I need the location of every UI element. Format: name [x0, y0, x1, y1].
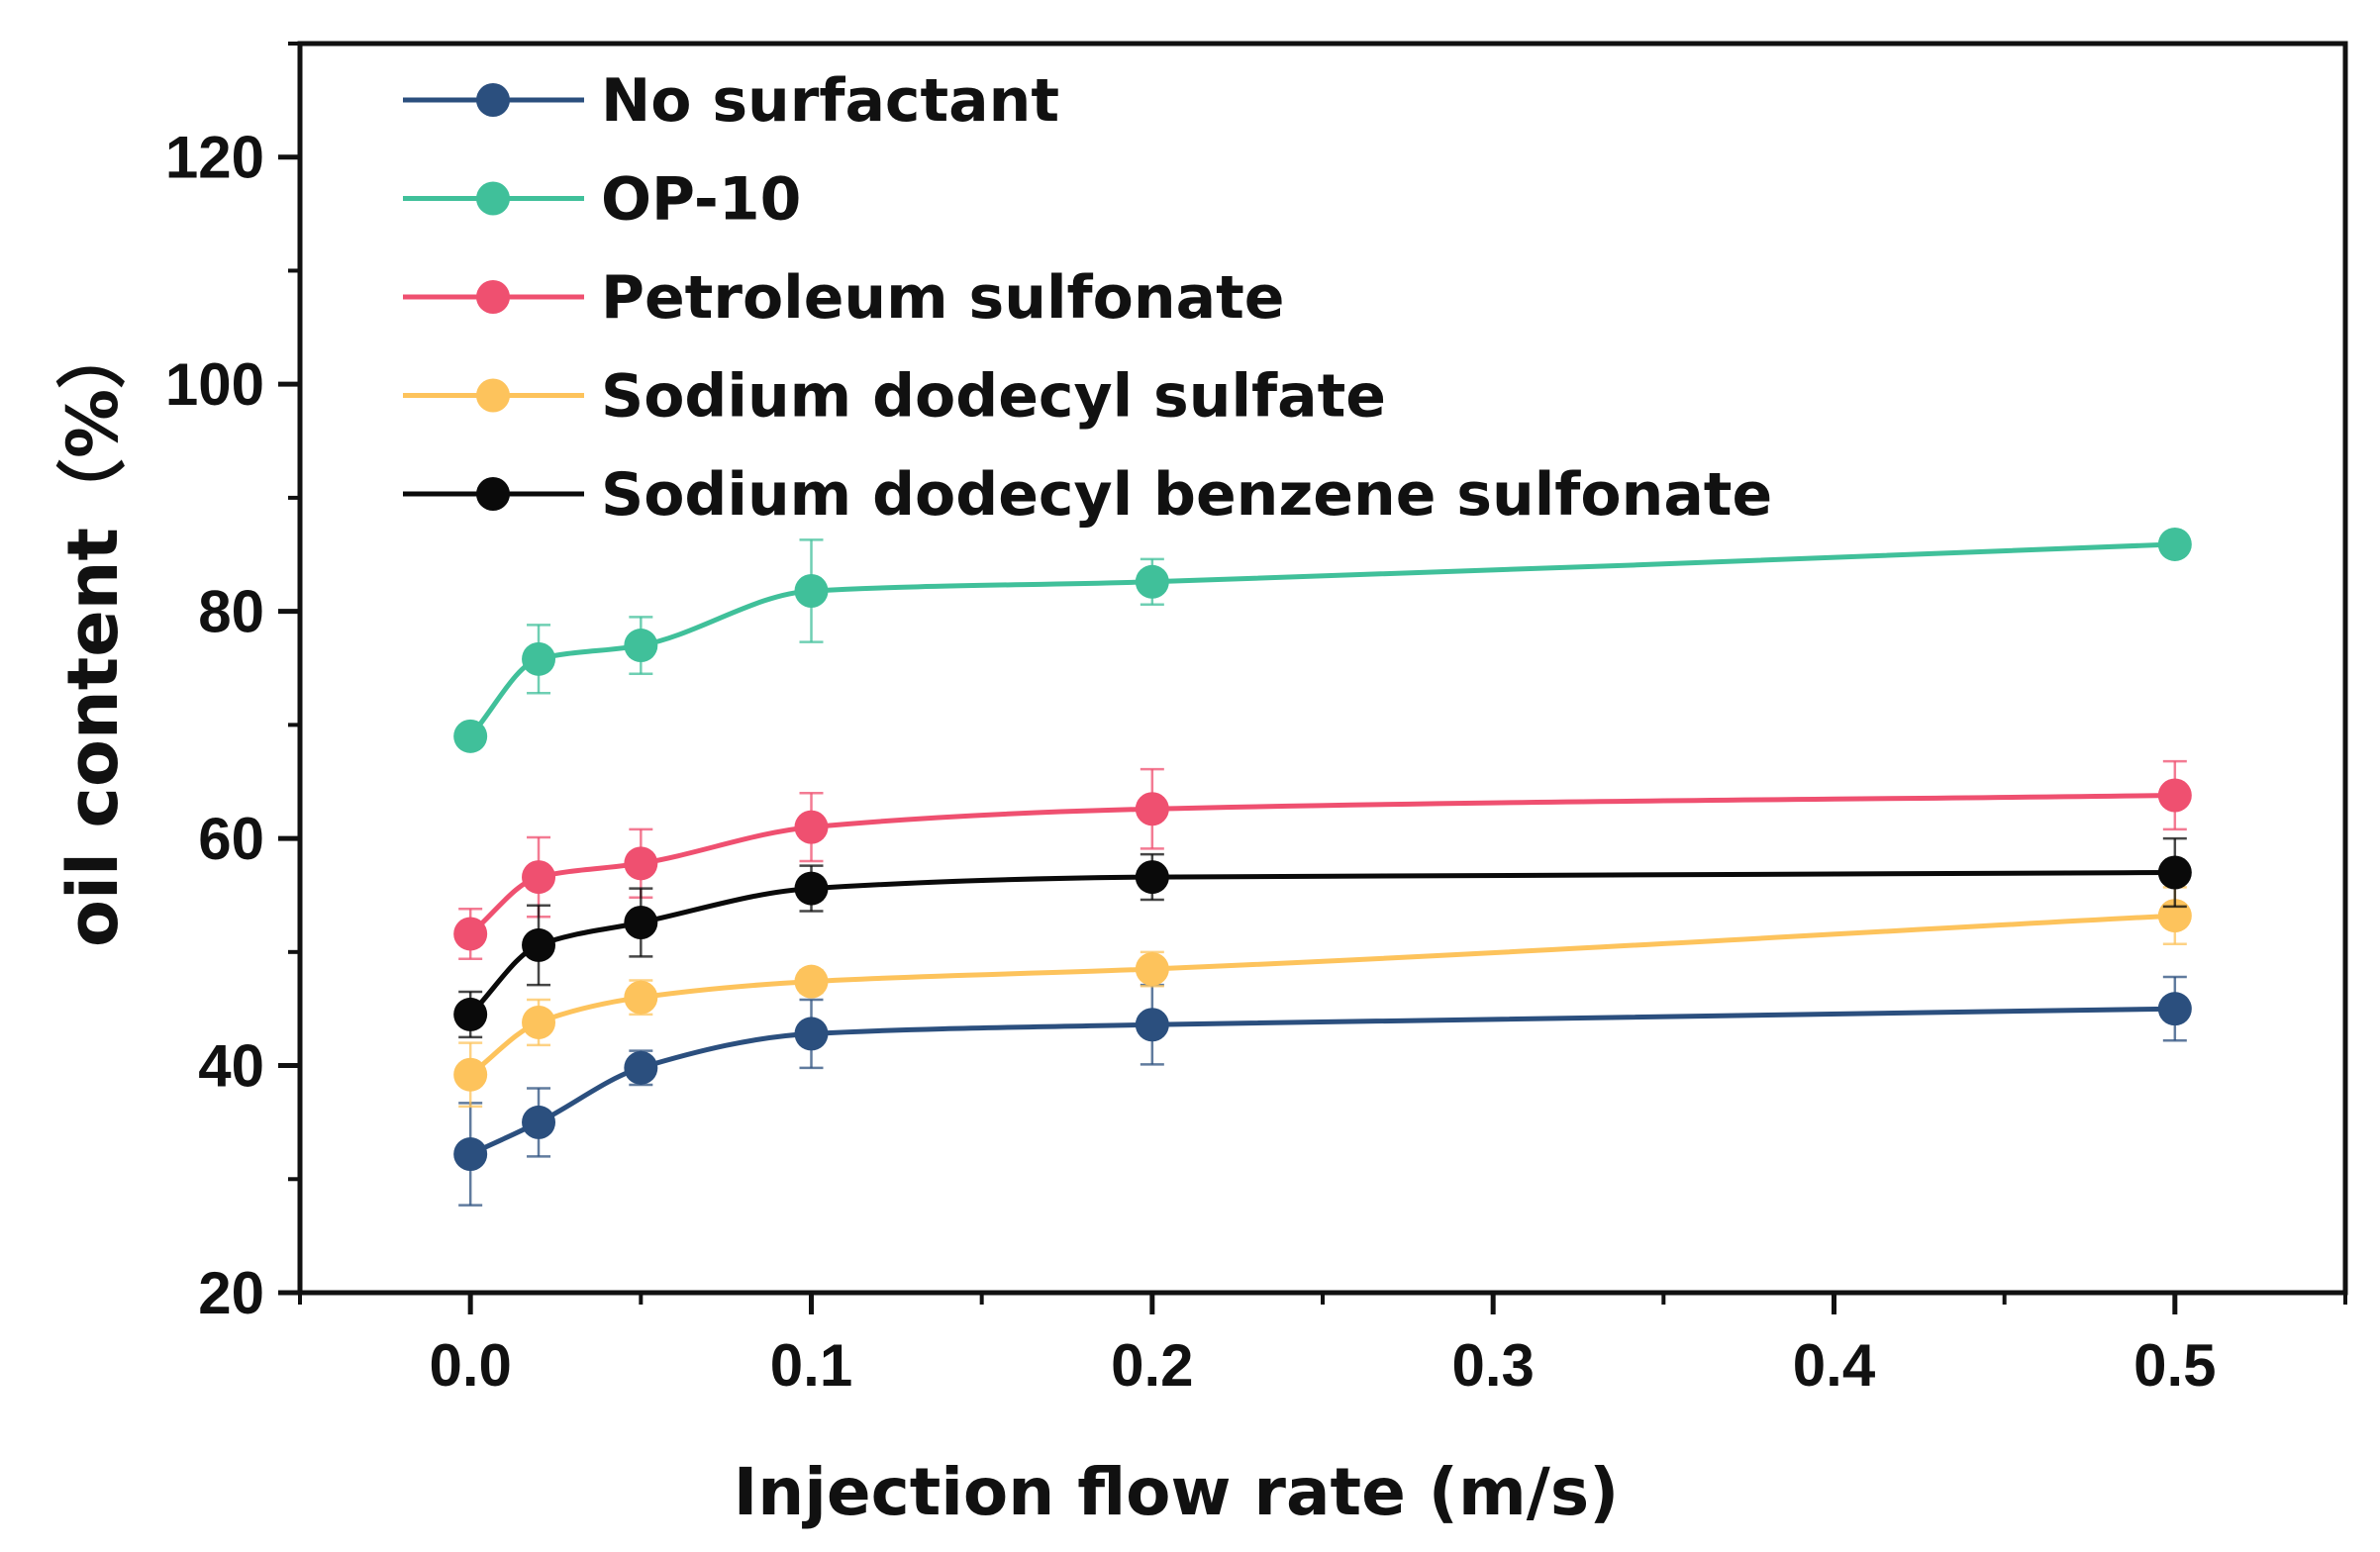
data-point [794, 1017, 829, 1051]
series-line [468, 913, 2175, 1077]
data-point [522, 641, 556, 676]
data-point [1135, 792, 1169, 826]
x-tick-label: 0.5 [2133, 1332, 2216, 1399]
series-2 [453, 759, 2192, 960]
legend-marker [476, 83, 510, 117]
data-point [522, 860, 556, 895]
data-point [453, 719, 488, 753]
data-point [522, 1005, 556, 1039]
y-tick-label: 20 [198, 1260, 264, 1326]
data-point [624, 980, 658, 1015]
legend-item: Sodium dodecyl benzene sulfonate [403, 460, 1772, 530]
data-point [794, 810, 829, 844]
data-point [1135, 952, 1169, 987]
series-4 [453, 836, 2192, 1039]
data-point [624, 629, 658, 663]
legend-label: Petroleum sulfonate [601, 263, 1284, 333]
data-point [1135, 564, 1169, 599]
data-point [2157, 778, 2192, 813]
legend-label: No surfactant [601, 66, 1059, 136]
ticks-layer: 20 40 60 80 100 120 0.0 0.1 0.2 0.3 0.4 0.5 [165, 42, 2347, 1399]
legend-label: Sodium dodecyl sulfate [601, 362, 1386, 432]
legend-marker [476, 181, 510, 216]
legend-item: Petroleum sulfonate [403, 263, 1284, 333]
y-tick-label: 40 [198, 1033, 264, 1100]
x-tick-label: 0.4 [1793, 1332, 1876, 1399]
x-tick-label: 0.1 [770, 1332, 852, 1399]
y-tick-label: 80 [198, 579, 264, 645]
data-point [794, 871, 829, 906]
data-point [2157, 527, 2192, 561]
legend-item: No surfactant [403, 66, 1059, 136]
data-point [624, 1050, 658, 1085]
legend-label: OP-10 [601, 165, 801, 235]
series-layer [453, 527, 2192, 1207]
series-line [469, 1006, 2175, 1157]
data-point [624, 846, 658, 881]
data-point [453, 1057, 488, 1092]
y-tick-label: 100 [165, 351, 264, 418]
data-point [522, 927, 556, 962]
legend-label: Sodium dodecyl benzene sulfonate [601, 460, 1772, 530]
data-point [2157, 855, 2192, 890]
data-point [1135, 1008, 1169, 1042]
data-point [453, 1137, 488, 1172]
y-axis-title: oil content（%） [52, 320, 134, 947]
x-tick-label: 0.3 [1451, 1332, 1534, 1399]
x-tick-label: 0.2 [1111, 1332, 1193, 1399]
data-point [794, 573, 829, 608]
legend-item: Sodium dodecyl sulfate [403, 362, 1386, 432]
data-point [522, 1105, 556, 1139]
legend: No surfactant OP-10 Petroleum sulfonate Sod… [403, 66, 1772, 530]
x-tick-label: 0.0 [429, 1332, 511, 1399]
data-point [794, 964, 829, 999]
x-axis-title: Injection flow rate (m/s) [734, 1454, 1620, 1530]
legend-marker [476, 477, 510, 511]
data-point [1135, 860, 1169, 895]
legend-marker [476, 378, 510, 413]
data-point [2157, 992, 2192, 1026]
data-point [624, 905, 658, 939]
series-line [468, 870, 2175, 1017]
y-tick-label: 60 [198, 806, 264, 872]
legend-marker [476, 280, 510, 314]
legend-item: OP-10 [403, 165, 801, 235]
series-line [468, 541, 2175, 738]
series-0 [453, 975, 2192, 1207]
series-line [468, 793, 2175, 936]
data-point [453, 917, 488, 951]
series-1 [453, 527, 2192, 753]
data-point [453, 997, 488, 1031]
y-tick-label: 120 [165, 125, 264, 191]
